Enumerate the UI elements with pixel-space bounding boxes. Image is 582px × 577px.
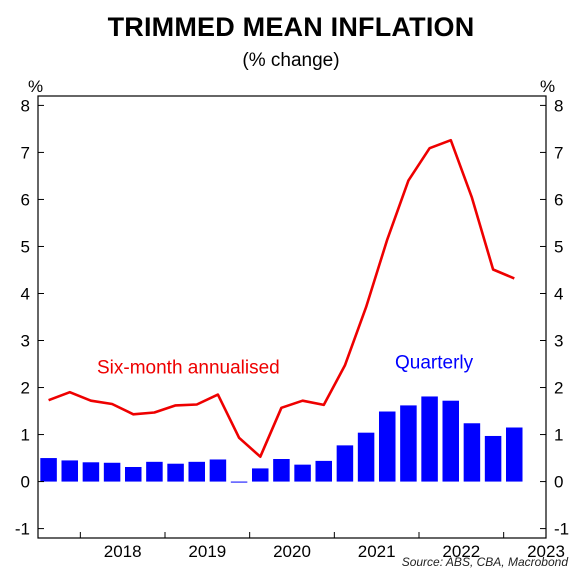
y-tick-label-right: 0 — [554, 473, 563, 492]
bar — [167, 463, 184, 482]
bar — [61, 460, 79, 482]
y-tick-label-right: 6 — [554, 190, 563, 209]
x-tick-label: 2021 — [358, 542, 396, 561]
y-tick-label-left: 8 — [21, 96, 30, 115]
plot-frame — [37, 95, 547, 539]
axes: -1 -1 0 0 1 1 2 2 3 3 4 4 5 5 6 6 7 7 8 8 2018 2019 2020 2021 20… — [15, 96, 569, 561]
bar — [230, 481, 248, 483]
y-tick-label-right: 4 — [554, 284, 563, 303]
bar — [421, 396, 438, 482]
bar — [124, 466, 142, 482]
bar — [146, 461, 163, 482]
y-tick-label-left: 1 — [21, 426, 30, 445]
bar — [336, 445, 354, 482]
chart-subtitle: (% change) — [242, 50, 340, 71]
y-unit-right: % — [540, 77, 555, 96]
bar — [315, 460, 333, 482]
chart-title: TRIMMED MEAN INFLATION — [107, 12, 475, 42]
x-tick-label: 2020 — [273, 542, 311, 561]
chart-frame — [37, 95, 547, 539]
bar — [294, 464, 311, 482]
bar — [357, 432, 375, 482]
y-tick-label-right: 8 — [554, 96, 563, 115]
y-tick-label-left: -1 — [15, 520, 30, 539]
bar — [463, 423, 481, 482]
line-series — [48, 138, 515, 459]
y-tick-label-left: 6 — [21, 190, 30, 209]
bar — [378, 411, 396, 482]
bar — [40, 458, 57, 482]
x-tick-label: 2022 — [442, 542, 480, 561]
y-unit-left: % — [28, 77, 43, 96]
bar — [442, 400, 460, 482]
bars-series — [40, 396, 523, 483]
y-tick-label-right: 7 — [554, 143, 563, 162]
y-tick-label-right: 1 — [554, 426, 563, 445]
bar — [103, 462, 121, 482]
bar — [251, 468, 269, 482]
bar — [82, 462, 100, 482]
x-tick-label: 2019 — [188, 542, 226, 561]
y-tick-label-right: -1 — [554, 520, 569, 539]
bar — [484, 435, 502, 482]
y-tick-label-left: 4 — [21, 284, 30, 303]
y-tick-label-left: 2 — [21, 379, 30, 398]
bar — [209, 459, 227, 482]
y-tick-label-left: 7 — [21, 143, 30, 162]
annotation-six-month: Six-month annualised — [97, 357, 280, 378]
bar — [273, 459, 290, 482]
x-tick-label: 2023 — [527, 542, 565, 561]
source-note: Source: ABS, CBA, Macrobond — [402, 555, 569, 569]
annotation-quarterly: Quarterly — [395, 353, 474, 374]
bar — [400, 405, 417, 482]
line-six-month-annualised — [48, 138, 515, 459]
y-tick-label-left: 0 — [21, 473, 30, 492]
y-tick-label-right: 3 — [554, 332, 563, 351]
x-tick-label: 2018 — [104, 542, 142, 561]
y-tick-label-left: 3 — [21, 332, 30, 351]
y-tick-label-right: 5 — [554, 237, 563, 256]
y-tick-label-right: 2 — [554, 379, 563, 398]
bar — [505, 427, 523, 482]
bar — [188, 461, 206, 482]
y-tick-label-left: 5 — [21, 237, 30, 256]
